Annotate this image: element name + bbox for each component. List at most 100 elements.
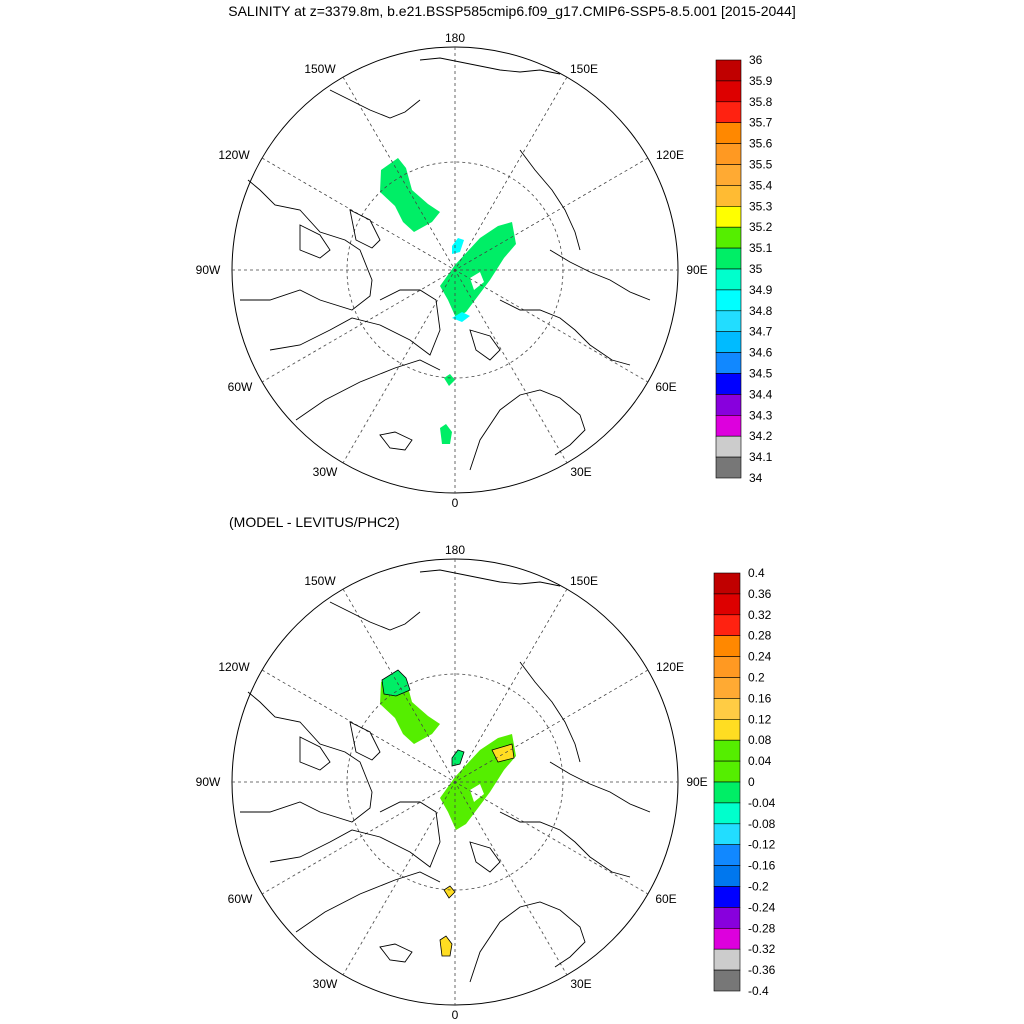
lon-label-0: 0 <box>452 496 459 510</box>
colorbar-tick-label: -0.08 <box>748 817 776 831</box>
colorbar: 36 35.9 35.8 35.7 35.6 35.5 35.4 35.3 35.2 35.1 35… <box>715 53 773 485</box>
colorbar-tick-label: 35.7 <box>749 116 773 130</box>
figure-title: SALINITY at z=3379.8m, b.e21.BSSP585cmip… <box>228 3 796 19</box>
colorbar-swatch <box>715 414 742 437</box>
colorbar-swatch <box>713 656 741 678</box>
colorbar-swatch <box>713 572 741 595</box>
colorbar-tick-label: -0.04 <box>748 796 776 810</box>
colorbar-swatch <box>713 969 741 992</box>
colorbar-swatch <box>715 310 742 332</box>
colorbar-tick-label: 35.4 <box>749 178 773 192</box>
colorbar-tick-label: 0.12 <box>748 712 772 726</box>
colorbar-tick-label: 34.6 <box>749 346 773 360</box>
colorbar-tick-label: 35 <box>749 262 763 276</box>
field-hole <box>470 272 484 290</box>
lon-label-60e: 60E <box>655 892 676 906</box>
colorbar-tick-label: 34.9 <box>749 283 773 297</box>
field-patch-greenland-sea <box>439 935 453 957</box>
lon-label-30e: 30E <box>570 465 591 479</box>
colorbar-swatch <box>715 373 742 395</box>
colorbar-swatch <box>713 948 741 971</box>
salinity-map-panel: 180 150W 150E 120W 120E 90W 90E 60W 60E … <box>196 31 773 510</box>
field-patch-beaufort-zero <box>381 669 411 697</box>
colorbar-swatch <box>713 927 741 950</box>
graticule <box>232 47 678 493</box>
colorbar-swatch <box>713 823 741 845</box>
graticule <box>232 559 678 1005</box>
colorbar-swatch <box>715 226 742 249</box>
colorbar-swatch <box>713 886 741 908</box>
colorbar-swatch <box>713 844 741 866</box>
colorbar-tick-label: -0.4 <box>748 984 769 998</box>
colorbar-tick-label: -0.2 <box>748 880 769 894</box>
colorbar-swatch <box>713 719 741 741</box>
colorbar-swatch <box>713 802 741 825</box>
colorbar-swatch <box>715 394 742 416</box>
colorbar-tick-label: 0.08 <box>748 733 772 747</box>
colorbar: 0.4 0.36 0.32 0.28 0.24 0.2 0.16 0.12 0.08 0.04 0 -… <box>713 566 776 998</box>
colorbar-swatch <box>713 593 741 616</box>
difference-map-panel: 180 150W 150E 120W 120E 90W 90E 60W 60E … <box>196 543 776 1022</box>
lon-label-30e: 30E <box>570 977 591 991</box>
lon-label-150e: 150E <box>570 574 598 588</box>
colorbar-tick-label: -0.36 <box>748 963 776 977</box>
colorbar-swatch <box>713 698 741 720</box>
lon-label-90e: 90E <box>686 775 707 789</box>
lon-label-60e: 60E <box>655 380 676 394</box>
colorbar-tick-label: 0.36 <box>748 587 772 601</box>
colorbar-tick-label: 35.8 <box>749 95 773 109</box>
colorbar-swatch <box>715 435 742 458</box>
longitude-labels: 180 150W 150E 120W 120E 90W 90E 60W 60E … <box>196 31 708 510</box>
colorbar-tick-label: 34.7 <box>749 325 773 339</box>
colorbar-swatch <box>715 456 742 479</box>
colorbar-swatch <box>713 677 741 699</box>
colorbar-tick-label: -0.32 <box>748 942 776 956</box>
field-patch-greenland-sea <box>440 424 452 444</box>
lon-label-150w: 150W <box>304 574 336 588</box>
colorbar-tick-label: 0.24 <box>748 650 772 664</box>
colorbar-swatch <box>715 331 742 353</box>
colorbar-tick-label: 34.2 <box>749 429 773 443</box>
colorbar-tick-label: 34.1 <box>749 450 773 464</box>
colorbar-tick-label: 0.16 <box>748 691 772 705</box>
lon-label-180: 180 <box>445 31 465 45</box>
lon-label-60w: 60W <box>228 380 253 394</box>
colorbar-tick-label: -0.12 <box>748 838 776 852</box>
colorbar-swatch <box>715 59 742 82</box>
polar-map <box>231 46 679 494</box>
field-patch-fram <box>444 374 455 386</box>
field-hole <box>470 784 484 802</box>
colorbar-tick-label: -0.24 <box>748 900 776 914</box>
colorbar-swatch <box>713 760 741 783</box>
colorbar-swatch <box>715 247 742 270</box>
lon-label-90e: 90E <box>686 263 707 277</box>
difference-subtitle: (MODEL - LEVITUS/PHC2) <box>229 514 400 530</box>
colorbar-tick-label: 35.6 <box>749 137 773 151</box>
colorbar-swatch <box>715 206 742 228</box>
colorbar-tick-label: 34 <box>749 471 763 485</box>
colorbar-tick-label: 35.9 <box>749 74 773 88</box>
lon-label-120e: 120E <box>656 660 684 674</box>
lon-label-120w: 120W <box>218 660 250 674</box>
colorbar-swatch <box>715 80 742 103</box>
colorbar-swatch <box>713 781 741 804</box>
field-patch-cyan-south <box>452 312 470 322</box>
lon-label-60w: 60W <box>228 892 253 906</box>
lon-label-120w: 120W <box>218 148 250 162</box>
lon-label-90w: 90W <box>196 775 221 789</box>
coastlines <box>240 569 651 983</box>
colorbar-tick-label: 0.2 <box>748 671 765 685</box>
colorbar-swatch <box>715 122 742 144</box>
colorbar-tick-label: 36 <box>749 53 763 67</box>
colorbar-tick-label: 34.8 <box>749 304 773 318</box>
lon-label-150w: 150W <box>304 62 336 76</box>
colorbar-tick-label: -0.28 <box>748 921 776 935</box>
lon-label-120e: 120E <box>656 148 684 162</box>
colorbar-swatch <box>713 739 741 762</box>
longitude-labels: 180 150W 150E 120W 120E 90W 90E 60W 60E … <box>196 543 708 1022</box>
colorbar-tick-label: 0.28 <box>748 629 772 643</box>
colorbar-swatch <box>713 635 741 657</box>
lon-label-180: 180 <box>445 543 465 557</box>
lon-label-0: 0 <box>452 1008 459 1022</box>
colorbar-swatch <box>713 865 741 887</box>
